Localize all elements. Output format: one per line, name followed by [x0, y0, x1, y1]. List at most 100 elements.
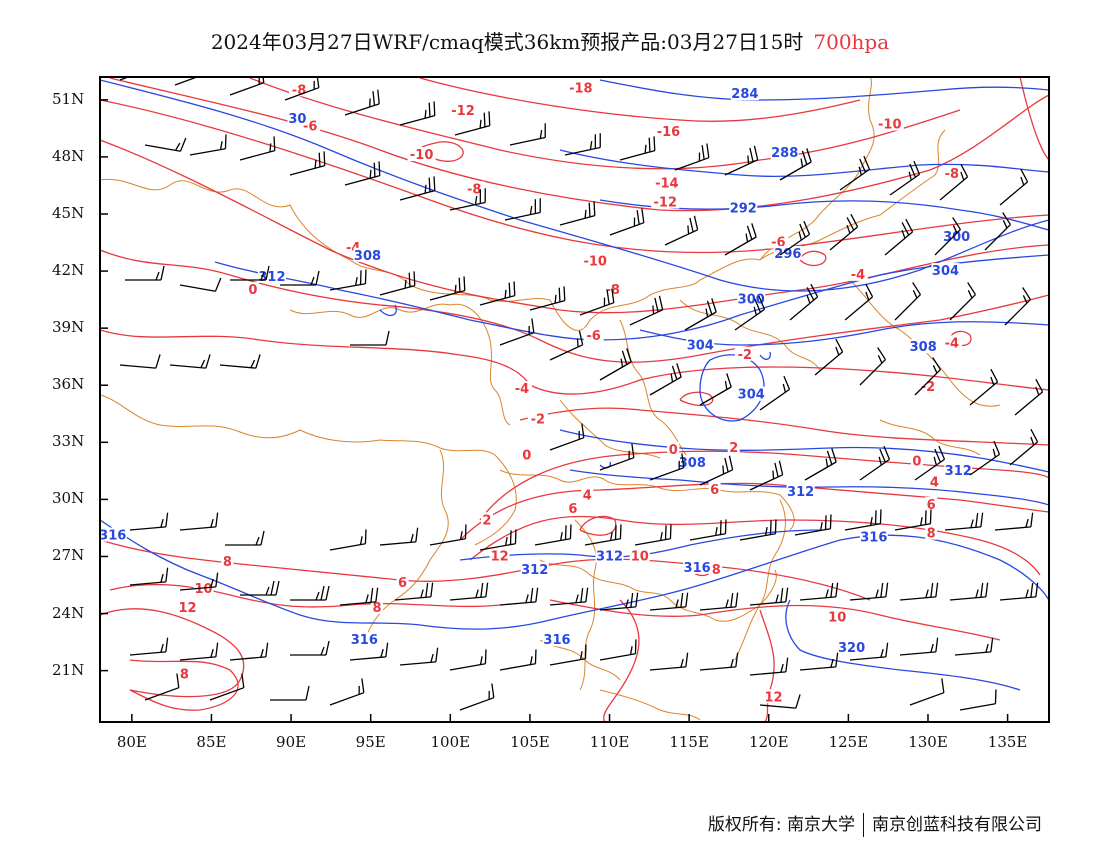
- temperature-label: -4: [945, 336, 959, 351]
- temperature-label: 10: [194, 582, 212, 597]
- height-label: 288: [771, 146, 798, 161]
- wind-barb: [564, 133, 601, 156]
- lon-label: 90E: [276, 733, 307, 751]
- wind-barb: [949, 582, 989, 601]
- wind-barb: [999, 582, 1039, 601]
- temperature-label: 6: [568, 502, 577, 517]
- copyright-notice: 版权所有: 南京大学 南京创蓝科技有限公司: [708, 810, 1042, 837]
- wind-barb: [994, 512, 1034, 531]
- wind-barb: [749, 460, 784, 491]
- wind-barb: [579, 288, 615, 316]
- wind-barb: [449, 582, 489, 601]
- lon-label: 85E: [196, 733, 227, 751]
- temperature-label: 8: [180, 667, 189, 682]
- wind-barb: [739, 519, 777, 541]
- title-main: 2024年03月27日WRF/cmaq模式36km预报产品:03月27日15时: [210, 30, 804, 54]
- height-label: 316: [99, 529, 126, 544]
- height-label: 316: [351, 633, 378, 648]
- temperature-label: -4: [851, 268, 865, 283]
- lat-label: 24N: [52, 603, 85, 622]
- height-label-bg: [542, 632, 571, 647]
- wind-barb: [829, 213, 859, 251]
- wind-barb: [799, 582, 839, 601]
- height-label-bg: [350, 632, 379, 647]
- wind-barb: [779, 148, 812, 181]
- height-label-bg: [773, 245, 802, 260]
- wind-barb: [1009, 428, 1039, 466]
- wind-barb: [144, 673, 180, 701]
- wind-barb: [549, 423, 585, 451]
- wind-barb: [584, 524, 622, 546]
- height-label: 304: [738, 388, 765, 403]
- temperature-label-bg: [511, 381, 532, 396]
- wind-barb: [459, 683, 495, 711]
- temperature-label-bg: [407, 147, 436, 162]
- wind-barb: [449, 649, 487, 671]
- lat-label: 21N: [52, 660, 85, 679]
- temperature-label-bg: [928, 474, 941, 489]
- wind-barb: [290, 585, 330, 601]
- wind-barb: [634, 524, 672, 546]
- wind-barb: [859, 347, 887, 386]
- wind-barb: [609, 208, 645, 236]
- temperature-label-bg: [527, 411, 548, 426]
- height-label: 316: [543, 633, 570, 648]
- wind-barb: [759, 375, 791, 411]
- wind-barb: [339, 587, 379, 606]
- lat-label: 33N: [52, 432, 85, 451]
- wind-barb: [174, 77, 210, 86]
- map-title: 2024年03月27日WRF/cmaq模式36km预报产品:03月27日15时 7…: [0, 26, 1100, 55]
- temperature-label-bg: [710, 561, 723, 576]
- wind-barb: [239, 136, 276, 161]
- wind-barb: [509, 123, 546, 146]
- temperature-label: 6: [927, 498, 936, 513]
- lon-label: 100E: [430, 733, 471, 751]
- wind-barb: [619, 136, 656, 161]
- wind-barb: [559, 201, 596, 226]
- wind-barb: [529, 286, 566, 311]
- height-label-bg: [770, 145, 799, 160]
- wind-barb: [789, 283, 819, 321]
- temperature-label: -4: [515, 382, 529, 397]
- temperature-label-bg: [520, 447, 533, 462]
- wind-barb: [344, 161, 381, 186]
- height-label-bg: [683, 559, 712, 574]
- temperature-label-bg: [768, 234, 789, 249]
- wind-barb: [119, 354, 161, 369]
- temperature-label-bg: [727, 440, 740, 455]
- temperature-label: -16: [657, 125, 681, 140]
- wind-barb: [454, 111, 491, 136]
- wind-barb: [969, 368, 999, 406]
- wind-barb: [699, 455, 734, 486]
- height-label: 292: [730, 201, 757, 216]
- temperature-label-bg: [652, 175, 681, 190]
- wind-barb: [344, 89, 380, 116]
- wind-barb: [1004, 287, 1032, 326]
- wind-barb: [859, 445, 891, 481]
- wind-barb: [179, 572, 219, 591]
- temperature-label-bg: [566, 500, 579, 515]
- temperature-label-bg: [847, 266, 868, 281]
- temperature-label: 2: [729, 441, 738, 456]
- wind-barb: [129, 512, 169, 531]
- height-label-bg: [737, 386, 766, 401]
- wind-barb: [534, 524, 572, 546]
- wind-barb: [794, 514, 832, 536]
- wind-barb: [599, 348, 632, 381]
- temperature-label-bg: [177, 599, 198, 614]
- lat-label: 51N: [52, 89, 85, 108]
- height-label-bg: [730, 86, 759, 101]
- temperature-label-bg: [875, 116, 904, 131]
- height-label: 304: [687, 338, 714, 353]
- height-label: 296: [774, 247, 801, 262]
- wind-barb: [229, 642, 269, 661]
- wind-barb: [839, 155, 871, 191]
- wind-barb: [169, 354, 211, 369]
- wind-barb: [934, 217, 962, 256]
- height-label-bg: [837, 639, 866, 654]
- temperature-label-bg: [763, 689, 784, 704]
- temperature-label: -6: [586, 329, 600, 344]
- temperature-label: -14: [655, 177, 679, 192]
- lat-label: 42N: [52, 261, 85, 280]
- wind-barb: [449, 188, 486, 211]
